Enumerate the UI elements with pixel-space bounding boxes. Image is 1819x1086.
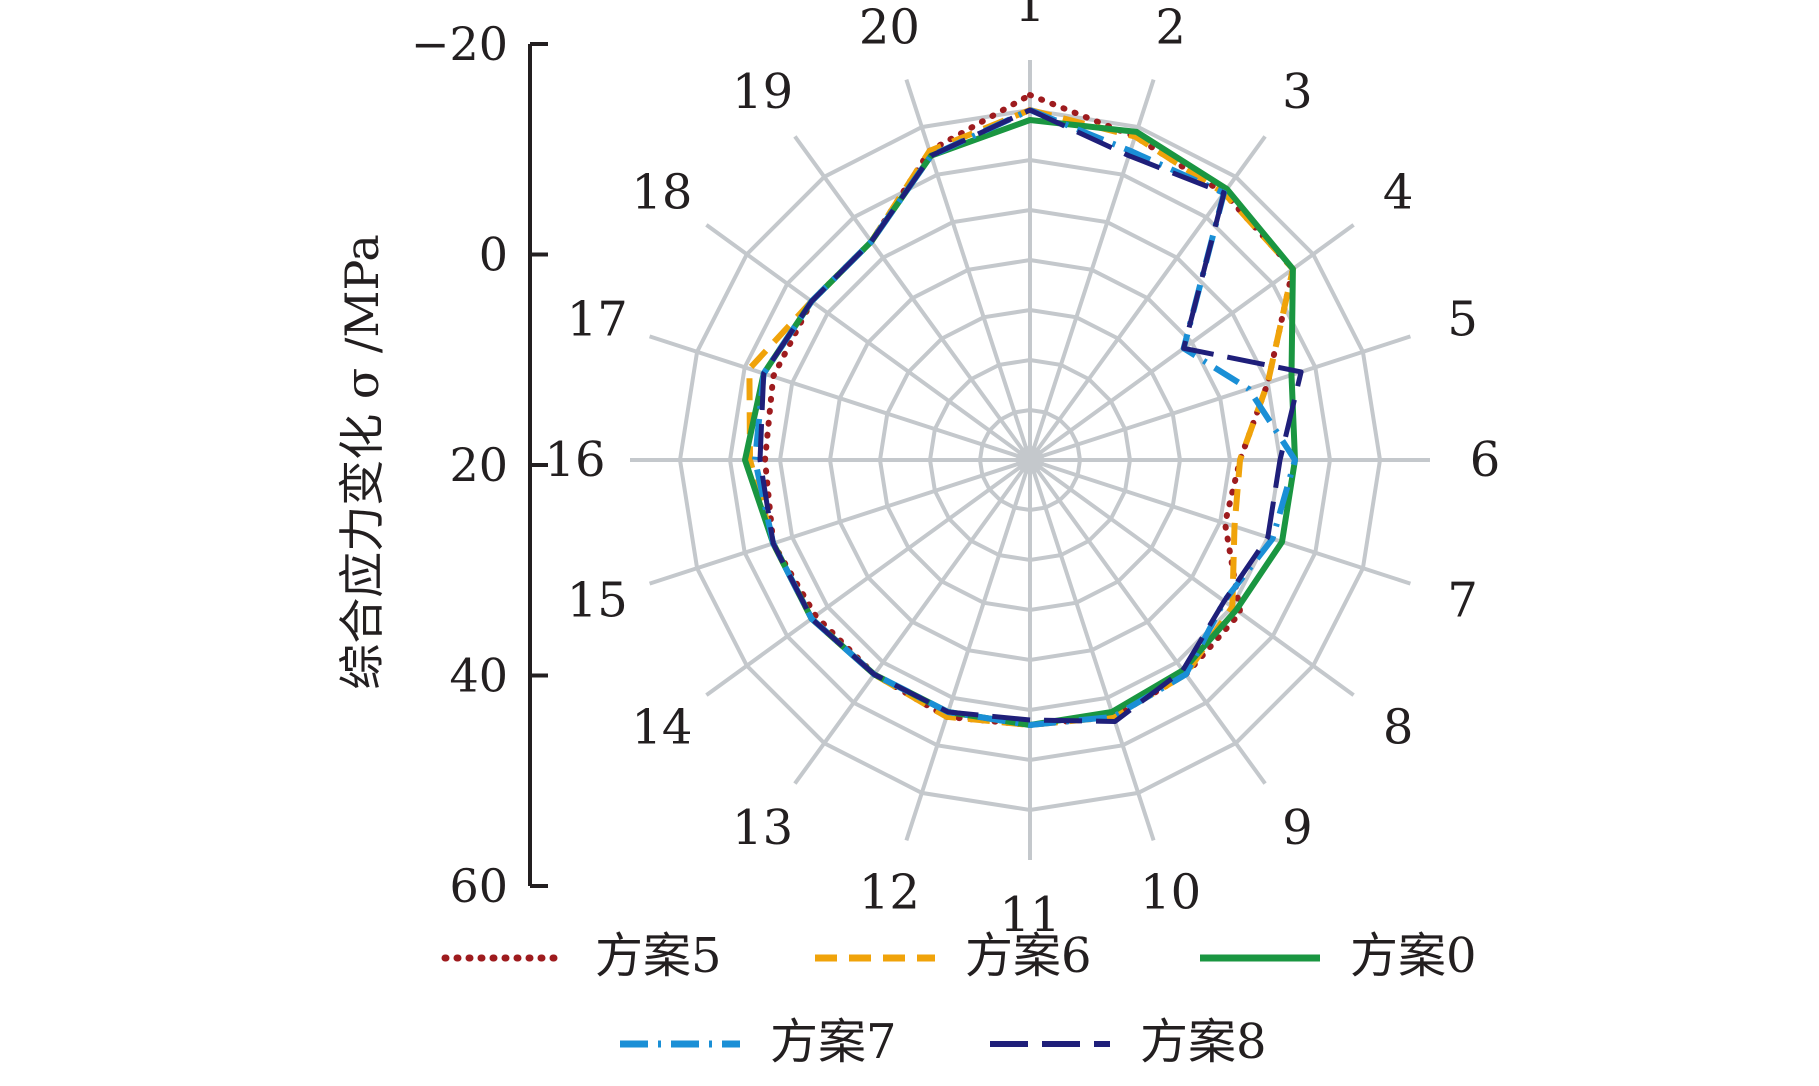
series-line [757,107,1304,724]
category-label: 10 [1140,865,1201,921]
category-label: 14 [631,699,692,755]
grid-spoke [705,458,1032,697]
legend-label: 方案8 [1140,1014,1267,1070]
series-group [742,92,1304,728]
category-label: 5 [1447,291,1478,347]
category-label: 4 [1383,165,1414,221]
grid-spoke [1028,459,1156,842]
legend-label: 方案5 [595,928,722,984]
center-hub [1016,446,1044,474]
series-line [752,107,1298,728]
grid-spoke [904,459,1032,842]
legend-label: 方案7 [770,1014,897,1070]
category-label: 17 [567,291,628,347]
category-label: 3 [1282,64,1313,120]
grid-spoke [904,78,1032,461]
grid-spoke [705,223,1032,462]
grid-spoke [1028,223,1355,462]
grid-spoke [1028,135,1267,462]
category-label: 12 [859,865,920,921]
r-tick-label: 60 [449,859,508,913]
grid-spoke [793,458,1032,785]
category-label: 1 [1015,0,1046,33]
grid-spoke [1028,458,1267,785]
radar-grid [630,60,1430,860]
category-label: 15 [567,573,628,629]
r-axis: −20 0 20 40 60 [411,17,548,913]
r-tick-label: 20 [449,438,508,492]
grid-spoke [793,135,1032,462]
grid-spoke [648,334,1031,462]
category-label: 16 [544,432,605,488]
category-label: 2 [1155,0,1186,55]
legend-label: 方案0 [1350,928,1477,984]
r-tick-label: 40 [449,649,508,703]
r-tick-label: −20 [411,17,508,71]
legend-label: 方案6 [965,928,1092,984]
category-label: 20 [859,0,920,55]
series-line [746,107,1296,728]
category-label: 9 [1282,800,1313,856]
category-label: 11 [999,887,1060,943]
grid-spoke [1029,458,1412,586]
r-tick-label: 0 [479,228,508,282]
grid-spoke [1028,78,1156,461]
grid-spoke [1028,458,1355,697]
category-label: 13 [732,800,793,856]
category-label: 18 [631,165,692,221]
grid-spoke [648,458,1031,586]
category-label: 19 [732,64,793,120]
category-label: 7 [1447,573,1478,629]
category-label: 8 [1383,699,1414,755]
y-axis-label: 综合应力变化 σ /MPa [335,234,389,690]
grid-spoke [1029,334,1412,462]
legend: 方案5 方案6 方案0 方案7 方案8 [441,928,1477,1070]
category-label: 6 [1470,432,1501,488]
